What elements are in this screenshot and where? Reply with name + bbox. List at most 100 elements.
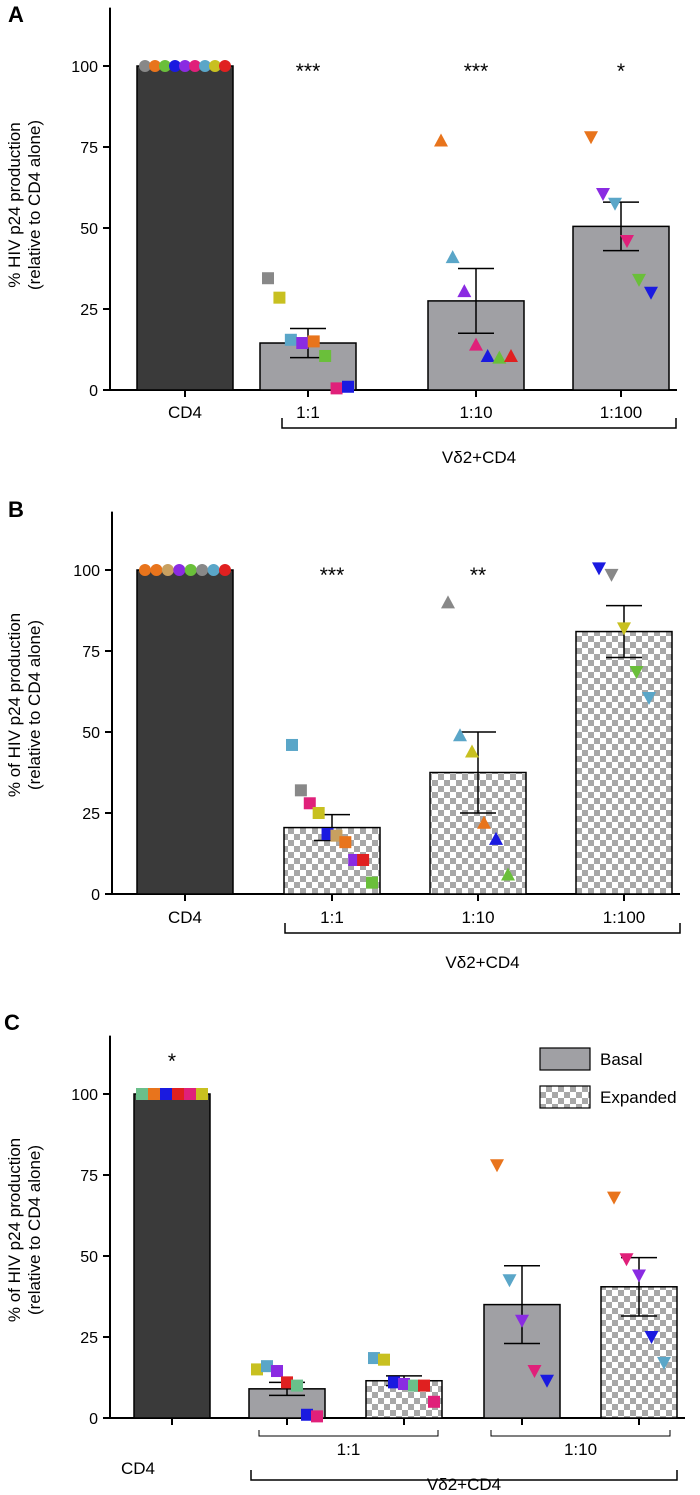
data-point bbox=[596, 187, 610, 201]
y-tick-label: 50 bbox=[82, 725, 100, 742]
data-point bbox=[489, 831, 503, 845]
data-point bbox=[540, 1374, 554, 1388]
data-point bbox=[492, 350, 507, 364]
data-point bbox=[301, 1408, 313, 1421]
y-tick-label: 25 bbox=[80, 1330, 98, 1347]
data-point bbox=[251, 1363, 263, 1376]
data-point bbox=[262, 272, 274, 285]
y-axis-title: % HIV p24 production(relative to CD4 alo… bbox=[5, 120, 44, 290]
subgroup-label: 1:10 bbox=[564, 1440, 597, 1459]
data-point bbox=[453, 728, 467, 742]
data-point bbox=[261, 1360, 273, 1373]
y-axis-title: % of HIV p24 production(relative to CD4 … bbox=[5, 613, 44, 797]
y-axis-title-line2: (relative to CD4 alone) bbox=[25, 120, 44, 290]
data-point bbox=[408, 1379, 420, 1392]
panel-letter: C bbox=[4, 1010, 20, 1035]
y-tick-label: 100 bbox=[71, 59, 98, 76]
y-axis-title-line1: % of HIV p24 production bbox=[5, 613, 24, 797]
legend-swatch bbox=[539, 1047, 591, 1071]
panel-letter: A bbox=[8, 2, 24, 27]
data-point bbox=[303, 797, 316, 810]
data-point bbox=[357, 853, 370, 866]
panel-a: A 0 25 50 75 100 % HIV p24 production(relative… bbox=[5, 2, 677, 467]
significance-marker: *** bbox=[296, 60, 321, 83]
group-label: Vδ2+CD4 bbox=[427, 1475, 501, 1494]
y-tick-label: 25 bbox=[82, 806, 100, 823]
y-tick-label: 0 bbox=[89, 383, 98, 400]
category-label: 1:10 bbox=[459, 403, 492, 422]
data-point bbox=[330, 382, 343, 395]
subgroup-bracket bbox=[258, 1430, 439, 1437]
data-point bbox=[490, 1159, 504, 1173]
legend-label: Basal bbox=[600, 1050, 643, 1069]
data-point bbox=[584, 131, 598, 145]
data-point bbox=[644, 1331, 659, 1344]
group-bracket bbox=[250, 1470, 678, 1481]
data-point bbox=[173, 564, 186, 576]
data-point bbox=[378, 1353, 390, 1366]
data-point bbox=[465, 744, 479, 758]
y-axis-title: % of HIV p24 production(relative to CD4 … bbox=[5, 1138, 44, 1322]
data-point bbox=[441, 595, 455, 609]
category-label: 1:1 bbox=[296, 403, 320, 422]
data-point bbox=[368, 1352, 380, 1365]
data-point bbox=[271, 1365, 283, 1378]
legend-swatch bbox=[539, 1085, 591, 1109]
bar bbox=[136, 569, 234, 895]
data-point bbox=[169, 60, 181, 72]
data-point bbox=[281, 1376, 293, 1389]
data-point bbox=[657, 1356, 671, 1370]
data-point bbox=[434, 133, 448, 147]
category-label: 1:100 bbox=[603, 908, 646, 927]
bar bbox=[575, 630, 673, 895]
data-point bbox=[592, 562, 606, 576]
data-point bbox=[161, 564, 174, 576]
data-point bbox=[199, 60, 211, 72]
data-point bbox=[607, 1191, 621, 1205]
data-point bbox=[209, 60, 221, 72]
data-point bbox=[311, 1410, 323, 1423]
group-label: Vδ2+CD4 bbox=[442, 448, 516, 467]
data-point bbox=[286, 738, 298, 751]
data-point bbox=[207, 564, 220, 576]
data-point bbox=[515, 1314, 529, 1328]
data-point bbox=[172, 1088, 184, 1100]
data-point bbox=[149, 60, 161, 72]
y-axis-title-line1: % of HIV p24 production bbox=[5, 1138, 24, 1322]
data-point bbox=[642, 691, 656, 705]
y-tick-label: 100 bbox=[71, 1087, 98, 1104]
legend: Basal Expanded bbox=[539, 1047, 677, 1109]
data-point bbox=[480, 348, 495, 362]
category-label: 1:10 bbox=[461, 908, 494, 927]
data-point bbox=[388, 1376, 400, 1389]
data-point bbox=[418, 1379, 430, 1392]
category-label: 1:1 bbox=[320, 908, 344, 927]
data-point bbox=[196, 1088, 208, 1100]
data-point bbox=[632, 1269, 646, 1283]
data-point bbox=[139, 564, 151, 576]
data-point bbox=[196, 564, 209, 576]
data-point bbox=[366, 876, 378, 889]
category-label: CD4 bbox=[168, 403, 202, 422]
data-point bbox=[502, 1274, 517, 1288]
y-axis-title-line2: (relative to CD4 alone) bbox=[25, 1145, 44, 1315]
data-point bbox=[617, 622, 631, 636]
significance-marker: *** bbox=[320, 564, 345, 587]
data-point bbox=[398, 1377, 410, 1390]
data-point bbox=[139, 60, 151, 72]
data-point bbox=[273, 291, 286, 304]
data-point bbox=[189, 60, 201, 72]
category-label: CD4 bbox=[121, 1459, 155, 1478]
data-point bbox=[608, 197, 622, 211]
data-point bbox=[312, 807, 325, 819]
category-label: CD4 bbox=[168, 908, 202, 927]
data-point bbox=[159, 60, 171, 72]
y-tick-label: 100 bbox=[73, 563, 100, 580]
data-point bbox=[632, 273, 646, 287]
data-point bbox=[160, 1088, 172, 1100]
data-point bbox=[219, 564, 231, 576]
data-point bbox=[620, 234, 634, 248]
data-point bbox=[319, 349, 332, 362]
